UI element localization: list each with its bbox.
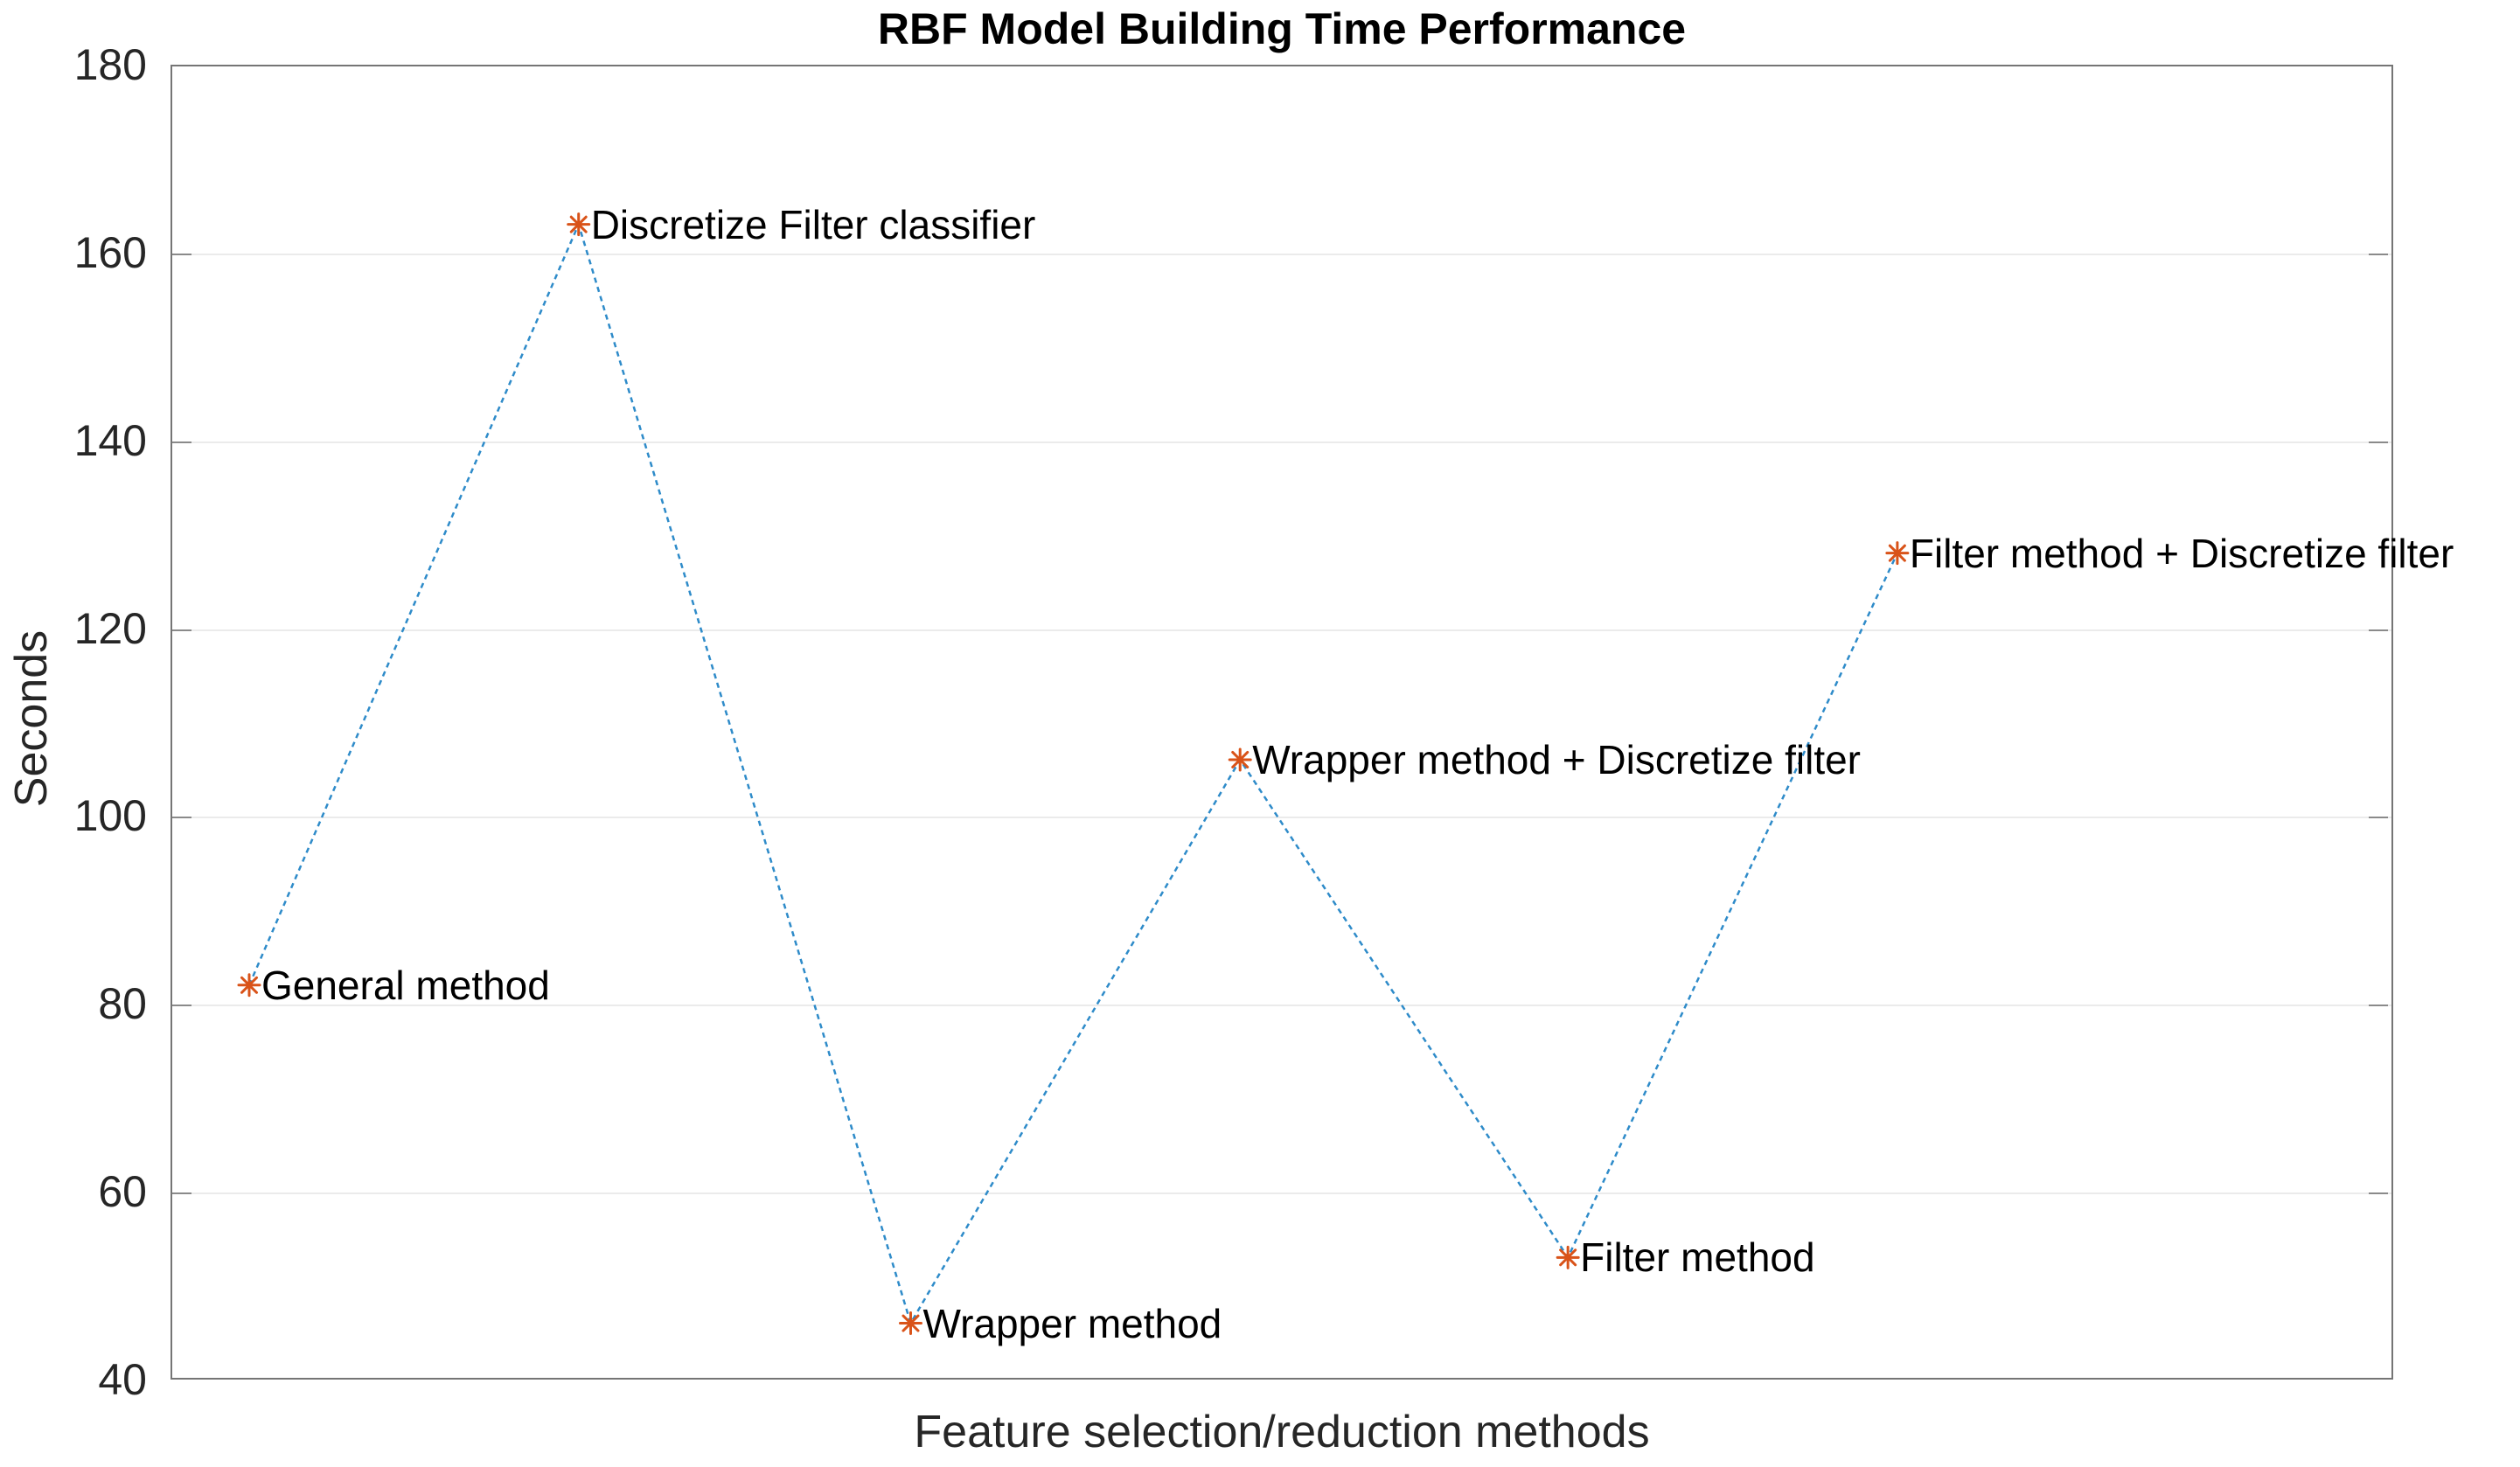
plot-svg bbox=[237, 212, 1910, 1336]
gridline-y-140 bbox=[172, 441, 2391, 443]
plot-area bbox=[171, 65, 2393, 1380]
point-label-2: Wrapper method bbox=[922, 1300, 1222, 1346]
left-tick-y-60 bbox=[172, 1192, 191, 1195]
right-tick-y-100 bbox=[2369, 817, 2388, 819]
right-tick-y-120 bbox=[2369, 629, 2388, 631]
ytick-label-180: 180 bbox=[73, 40, 147, 89]
point-label-3: Wrapper method + Discretize filter bbox=[1252, 736, 1861, 782]
x-axis-label: Feature selection/reduction methods bbox=[914, 1407, 1650, 1457]
y-axis-label: Seconds bbox=[6, 629, 57, 808]
data-marker-0 bbox=[237, 973, 261, 998]
chart-title: RBF Model Building Time Performance bbox=[877, 4, 1687, 53]
left-tick-y-120 bbox=[172, 629, 191, 631]
data-marker-3 bbox=[1228, 747, 1252, 772]
gridline-y-160 bbox=[172, 253, 2391, 255]
left-tick-y-160 bbox=[172, 253, 191, 255]
data-marker-1 bbox=[567, 212, 591, 237]
right-tick-y-60 bbox=[2369, 1192, 2388, 1195]
right-tick-y-80 bbox=[2369, 1005, 2388, 1007]
data-marker-5 bbox=[1885, 541, 1910, 566]
data-marker-2 bbox=[898, 1311, 922, 1336]
gridline-y-120 bbox=[172, 629, 2391, 631]
point-label-0: General method bbox=[261, 962, 550, 1008]
data-line bbox=[247, 220, 1899, 1326]
ytick-label-100: 100 bbox=[73, 791, 147, 841]
point-label-1: Discretize Filter classifier bbox=[590, 201, 1036, 247]
gridline-y-80 bbox=[172, 1005, 2391, 1007]
left-tick-y-140 bbox=[172, 441, 191, 443]
right-tick-y-160 bbox=[2369, 253, 2388, 255]
ytick-label-60: 60 bbox=[98, 1167, 147, 1217]
right-tick-y-140 bbox=[2369, 441, 2388, 443]
ytick-label-40: 40 bbox=[98, 1355, 147, 1404]
ytick-label-120: 120 bbox=[73, 603, 147, 653]
ytick-label-140: 140 bbox=[73, 415, 147, 465]
ytick-label-80: 80 bbox=[98, 979, 147, 1029]
gridline-y-100 bbox=[172, 817, 2391, 819]
left-tick-y-100 bbox=[172, 817, 191, 819]
ytick-label-160: 160 bbox=[73, 227, 147, 277]
point-label-5: Filter method + Discretize filter bbox=[1909, 530, 2454, 576]
left-tick-y-80 bbox=[172, 1005, 191, 1007]
point-label-4: Filter method bbox=[1580, 1234, 1815, 1281]
gridline-y-60 bbox=[172, 1192, 2391, 1195]
data-marker-4 bbox=[1556, 1245, 1580, 1269]
